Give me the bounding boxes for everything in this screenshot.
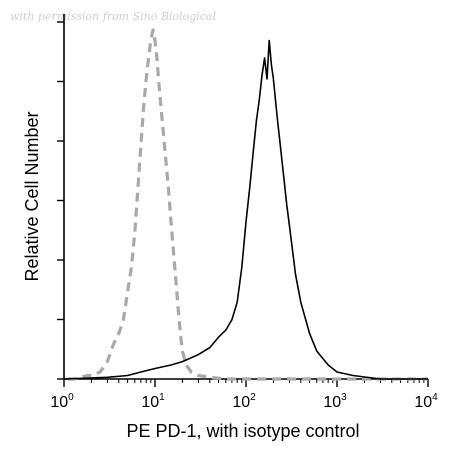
x-tick-label: 102 (232, 392, 256, 411)
x-tick-base: 10 (141, 394, 159, 411)
isotype-control-curve (67, 28, 428, 381)
x-tick-label: 103 (323, 392, 347, 411)
series-layer (63, 28, 428, 381)
x-axis-tick-labels: 100 101 102 103 104 (50, 392, 438, 411)
pe-pd1-curve (63, 39, 428, 380)
x-tick-label: 104 (414, 392, 438, 411)
x-axis-ticks (63, 379, 429, 387)
x-tick-label: 101 (141, 392, 165, 411)
x-tick-exponent: 1 (159, 392, 165, 403)
x-tick-base: 10 (323, 394, 341, 411)
x-tick-base: 10 (232, 394, 250, 411)
x-tick-exponent: 3 (341, 392, 347, 403)
y-axis-title-group: Relative Cell Number (22, 111, 42, 281)
y-axis-ticks (57, 21, 64, 380)
x-tick-exponent: 4 (432, 392, 438, 403)
x-tick-base: 10 (414, 394, 432, 411)
watermark-text: with permission from Sino Biological (10, 10, 216, 23)
axes (63, 14, 428, 380)
x-tick-base: 10 (50, 394, 68, 411)
x-tick-exponent: 2 (250, 392, 256, 403)
x-tick-label: 100 (50, 392, 74, 411)
x-tick-exponent: 0 (68, 392, 74, 403)
x-axis-title: PE PD-1, with isotype control (126, 421, 359, 441)
y-axis-title: Relative Cell Number (22, 111, 42, 281)
